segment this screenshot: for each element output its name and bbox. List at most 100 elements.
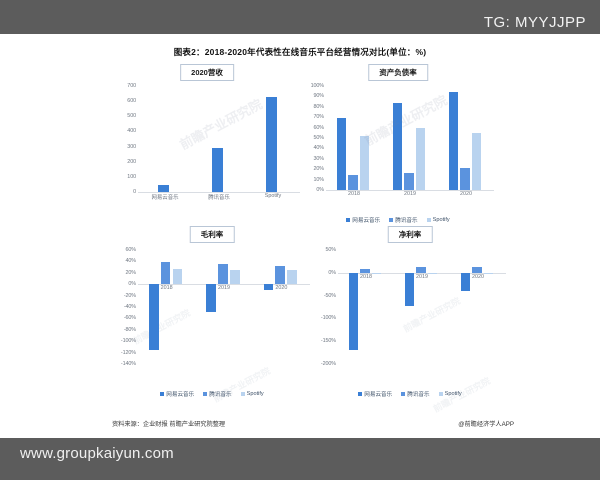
legend-asset-liability: 网易云音乐 腾讯音乐 Spotify [300,216,496,224]
y-axis-gross-margin: 60% 40% 20% 0% -20% -40% -60% -80% -100% -120% -14… [112,247,138,367]
legend-item: Spotify [426,216,450,224]
chart-title-asset-liability: 资产负债率 [368,64,428,81]
legend-label: Spotify [246,391,264,397]
legend-swatch-icon [358,392,363,396]
bar [218,264,228,285]
figure-sheet: 图表2：2018-2020年代表性在线音乐平台经营情况对比(单位：%) 前瞻产业… [0,34,600,438]
figure-footer: 资料来源：企业财报 前瞻产业研究院整理 @前瞻经济学人APP [0,408,600,428]
bar [427,272,438,274]
legend-net-margin: 网易云音乐 腾讯音乐 Spotify [312,390,508,398]
legend-label: 腾讯音乐 [407,392,430,398]
category-label: 2018 [348,191,360,197]
chart-panel-gross-margin: 毛利率 60% 40% 20% 0% -20% -40% -60% -80% -100% -120… [112,226,312,398]
y-tick-label: -150% [320,338,336,345]
app-note: @前瞻经济学人APP [458,421,514,428]
legend-label: 网易云音乐 [352,218,381,224]
y-tick-label: 500 [127,113,136,120]
y-tick-label: 300 [127,143,136,150]
y-tick-label: 0% [328,269,336,276]
y-tick-label: -80% [123,326,136,333]
y-tick-label: -50% [323,292,336,299]
chart-title-gross-margin: 毛利率 [189,226,235,243]
plot-area-net-margin: 50% 0% -50% -100% -150% -200% 2018 2019 2020 [312,247,508,367]
bar [211,147,224,192]
y-axis-asset-liability: 100% 90% 80% 70% 60% 50% 40% 30% 20% 10% 0% [300,83,326,193]
bars-net-margin: 2018 2019 2020 [338,250,506,364]
source-note: 资料来源：企业财报 前瞻产业研究院整理 [112,421,226,428]
y-tick-label: 40% [313,145,325,152]
y-tick-label: -60% [123,315,136,322]
legend-label: 腾讯音乐 [209,392,232,398]
y-tick-label: 90% [313,93,325,100]
y-tick-label: 10% [313,176,325,183]
y-tick-label: 50% [313,135,325,141]
legend-swatch-icon [346,218,351,222]
zero-axis-line [138,284,310,286]
legend-swatch-icon [160,392,165,396]
legend-item: 网易云音乐 [346,216,380,224]
bar [263,284,274,290]
category-label: 2018 [160,285,173,292]
bar [265,96,278,192]
y-tick-label: 200 [127,158,136,165]
y-tick-label: -120% [120,349,136,356]
y-tick-label: 30% [313,155,325,162]
y-tick-label: -20% [123,292,136,299]
bars-gross-margin: 2018 2019 2020 [138,250,310,364]
legend-item: 腾讯音乐 [203,390,232,398]
bar [348,272,359,351]
bar [483,272,494,274]
bar [404,173,414,190]
telegram-tag: TG: MYYJJPP [483,14,586,31]
y-tick-label: 0% [128,281,136,288]
y-tick-label: -200% [320,361,336,367]
y-tick-label: 50% [325,247,337,253]
category-label: 2020 [460,191,472,197]
y-tick-label: 0 [133,189,136,195]
category-label: 2019 [218,285,230,292]
bar [471,132,482,190]
y-tick-label: 0% [316,187,324,193]
bar [359,135,370,190]
legend-label: 网易云音乐 [166,392,195,398]
bar [371,272,382,274]
legend-label: 网易云音乐 [364,392,393,398]
y-tick-label: -100% [120,338,136,345]
y-tick-label: 700 [127,83,136,89]
bar [404,272,415,306]
bar [275,265,286,285]
bar [336,118,347,190]
bars-revenue: 网易云音乐 腾讯音乐 Spotify [138,86,300,201]
plot-area-gross-margin: 60% 40% 20% 0% -20% -40% -60% -80% -100% -120% -14… [112,247,312,367]
y-tick-label: 400 [127,128,136,135]
bar [392,102,403,190]
legend-swatch-icon [401,392,406,396]
category-label: 网易云音乐 [151,195,179,201]
legend-label: Spotify [432,217,450,223]
y-tick-label: 20% [313,166,325,173]
bar [229,269,240,285]
y-tick-label: -40% [123,304,136,310]
bar [157,184,170,192]
legend-item: Spotify [438,390,462,398]
bar [360,268,370,273]
plot-area-revenue: 700 600 500 400 300 200 100 0 网易云音乐 腾讯音乐 Spotify [112,83,302,201]
bar [460,168,470,190]
legend-swatch-icon [426,218,431,222]
y-tick-label: -140% [120,361,136,367]
y-tick-label: 70% [313,114,325,121]
plot-area-asset-liability: 100% 90% 80% 70% 60% 50% 40% 30% 20% 10% 0% 2018 20… [300,83,496,197]
y-tick-label: 100% [310,83,324,89]
y-tick-label: 100 [127,173,136,180]
bar [160,261,171,285]
legend-item: 网易云音乐 [160,390,194,398]
site-url-label: www.groupkaiyun.com [20,445,174,462]
legend-swatch-icon [240,392,245,396]
legend-label: Spotify [444,391,462,397]
category-label: Spotify [264,193,282,199]
chart-title-revenue: 2020营收 [180,64,234,81]
legend-label: 腾讯音乐 [395,218,418,224]
category-label: 2020 [472,273,484,280]
legend-gross-margin: 网易云音乐 腾讯音乐 Spotify [112,390,312,398]
category-label: 2020 [275,285,288,292]
